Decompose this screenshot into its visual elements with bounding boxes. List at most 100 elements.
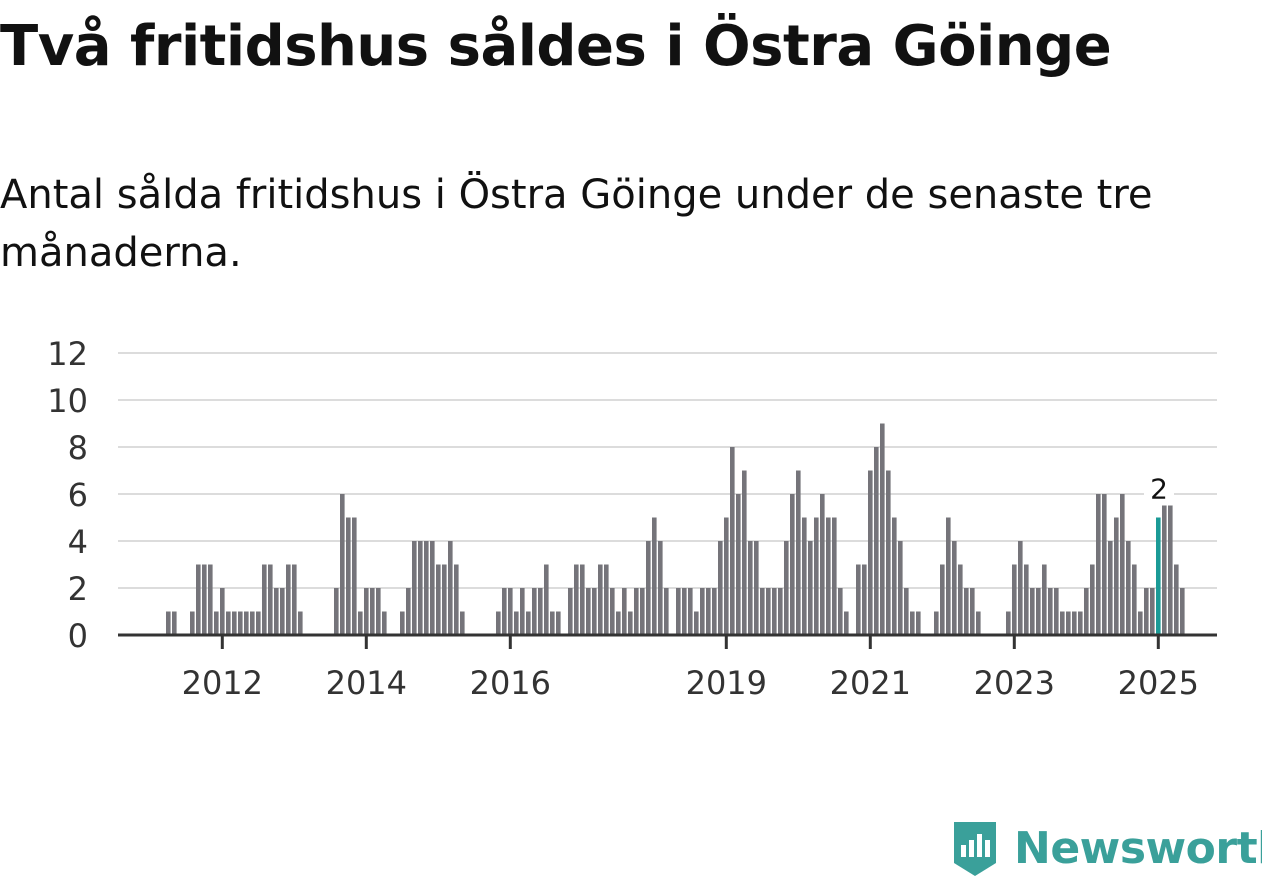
bar xyxy=(1132,564,1137,635)
bar xyxy=(1012,564,1017,635)
y-tick-label: 10 xyxy=(47,382,88,420)
bar xyxy=(856,564,861,635)
x-axis-labels: 2012 2014 2016 2019 2021 2023 2025 xyxy=(182,664,1199,700)
bar xyxy=(526,611,531,635)
bar xyxy=(370,588,375,635)
bar xyxy=(1078,611,1083,635)
bar xyxy=(940,564,945,635)
bar xyxy=(868,470,873,635)
bar xyxy=(820,494,825,635)
y-tick-label: 0 xyxy=(68,617,88,655)
bar-highlight xyxy=(1156,517,1161,635)
bar xyxy=(568,588,573,635)
bar xyxy=(544,564,549,635)
y-tick-label: 8 xyxy=(68,429,88,467)
y-tick-label: 6 xyxy=(68,476,88,514)
bar xyxy=(244,611,249,635)
x-tick-label: 2021 xyxy=(830,664,911,700)
bar xyxy=(622,588,627,635)
bar xyxy=(664,588,669,635)
bar xyxy=(718,541,723,635)
bar xyxy=(616,611,621,635)
bar xyxy=(604,564,609,635)
bar xyxy=(916,611,921,635)
bar xyxy=(1126,541,1131,635)
bar xyxy=(280,588,285,635)
bar xyxy=(658,541,663,635)
bar xyxy=(166,611,171,635)
bar xyxy=(580,564,585,635)
bar xyxy=(358,611,363,635)
bar xyxy=(904,588,909,635)
bar xyxy=(1108,541,1113,635)
bar xyxy=(1036,588,1041,635)
bar xyxy=(682,588,687,635)
bar xyxy=(550,611,555,635)
bar xyxy=(1144,588,1149,635)
bar xyxy=(1096,494,1101,635)
bar xyxy=(586,588,591,635)
x-tick-label: 2016 xyxy=(470,664,551,700)
bar xyxy=(1138,611,1143,635)
bar xyxy=(1054,588,1059,635)
bar xyxy=(412,541,417,635)
bar xyxy=(952,541,957,635)
bar xyxy=(766,588,771,635)
bar xyxy=(1024,564,1029,635)
bar xyxy=(1102,494,1107,635)
bar xyxy=(436,564,441,635)
bar xyxy=(748,541,753,635)
bar xyxy=(298,611,303,635)
bar xyxy=(1060,611,1065,635)
bar-chart: 0 2 4 6 8 10 12 2012 2014 2016 2019 2021 2023 2025 2 xyxy=(47,335,1217,700)
bar xyxy=(730,447,735,635)
bar xyxy=(1018,541,1023,635)
bar xyxy=(784,541,789,635)
bar xyxy=(970,588,975,635)
bar xyxy=(238,611,243,635)
bar xyxy=(208,564,213,635)
bar xyxy=(340,494,345,635)
bar xyxy=(736,494,741,635)
bar xyxy=(406,588,411,635)
bar xyxy=(556,611,561,635)
bar xyxy=(598,564,603,635)
bar xyxy=(958,564,963,635)
bar xyxy=(1066,611,1071,635)
bar xyxy=(364,588,369,635)
y-tick-label: 12 xyxy=(47,335,88,373)
bar xyxy=(724,517,729,635)
bar xyxy=(610,588,615,635)
bar xyxy=(898,541,903,635)
bar xyxy=(502,588,507,635)
bars xyxy=(166,423,1185,635)
bar xyxy=(202,564,207,635)
bar xyxy=(778,588,783,635)
gridlines xyxy=(118,352,1217,589)
bar xyxy=(880,423,885,635)
bar xyxy=(220,588,225,635)
bar xyxy=(352,517,357,635)
bar xyxy=(1168,494,1173,635)
last-value-annotation: 2 xyxy=(1144,469,1174,506)
bar xyxy=(646,541,651,635)
bar xyxy=(844,611,849,635)
bar xyxy=(1084,588,1089,635)
x-tick-label: 2019 xyxy=(686,664,767,700)
bar xyxy=(832,517,837,635)
bar xyxy=(400,611,405,635)
brand-name: Newsworthy xyxy=(1014,822,1262,874)
y-tick-label: 4 xyxy=(68,523,88,561)
bar xyxy=(808,541,813,635)
bar xyxy=(814,517,819,635)
bar xyxy=(538,588,543,635)
annotation-value: 2 xyxy=(1150,473,1168,506)
bar xyxy=(1072,611,1077,635)
bar xyxy=(688,588,693,635)
bar xyxy=(274,588,279,635)
bar xyxy=(190,611,195,635)
bar xyxy=(520,588,525,635)
bar xyxy=(754,541,759,635)
bar xyxy=(838,588,843,635)
bar xyxy=(1090,564,1095,635)
